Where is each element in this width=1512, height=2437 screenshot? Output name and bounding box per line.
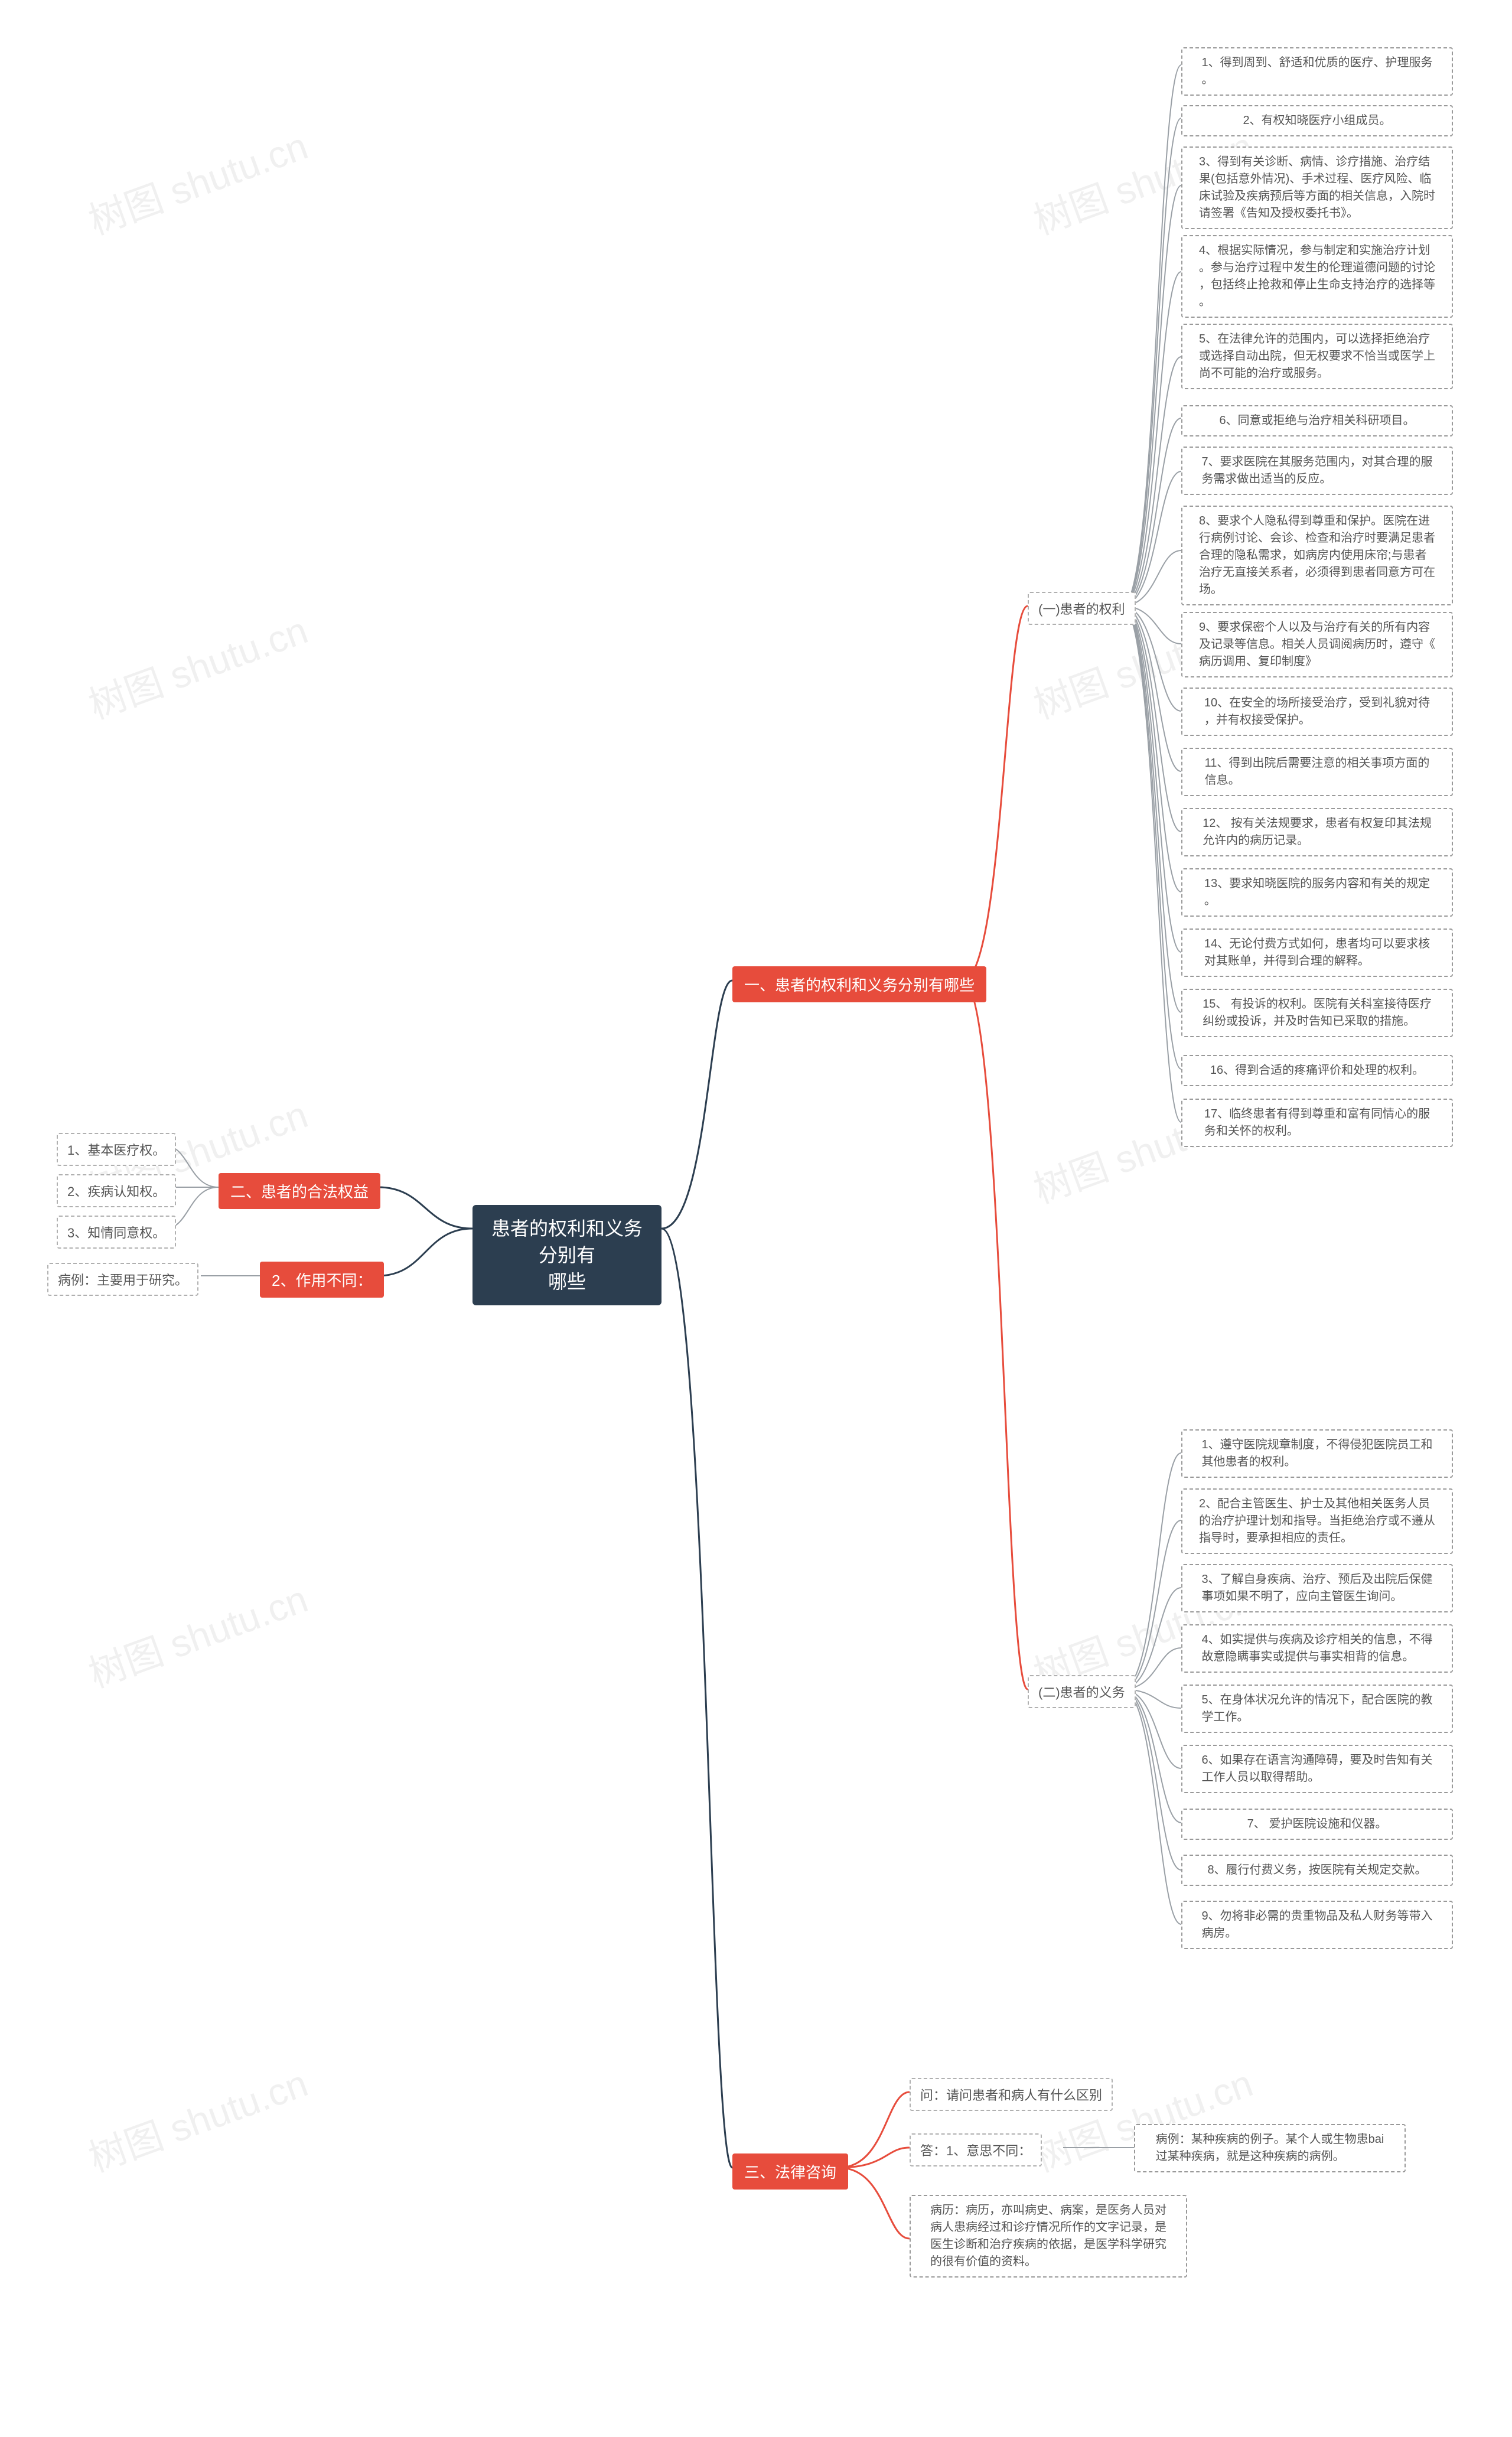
- leaf-node: 16、得到合适的疼痛评价和处理的权利。: [1181, 1055, 1453, 1086]
- leaf-node: 11、得到出院后需要注意的相关事项方面的信息。: [1181, 748, 1453, 796]
- leaf-node: 2、配合主管医生、护士及其他相关医务人员的治疗护理计划和指导。当拒绝治疗或不遵从…: [1181, 1488, 1453, 1554]
- leaf-node: 3、知情同意权。: [57, 1216, 176, 1249]
- leaf-node: 3、了解自身疾病、治疗、预后及出院后保健事项如果不明了，应向主管医生询问。: [1181, 1564, 1453, 1612]
- leaf-node: 1、基本医疗权。: [57, 1133, 176, 1166]
- root-node: 患者的权利和义务分别有哪些: [472, 1205, 662, 1305]
- leaf-node: 15、 有投诉的权利。医院有关科室接待医疗纠纷或投诉，并及时告知已采取的措施。: [1181, 989, 1453, 1037]
- leaf-node: 8、履行付费义务，按医院有关规定交款。: [1181, 1855, 1453, 1886]
- leaf-node: 3、得到有关诊断、病情、诊疗措施、治疗结果(包括意外情况)、手术过程、医疗风险、…: [1181, 146, 1453, 229]
- leaf-node: 5、在身体状况允许的情况下，配合医院的教学工作。: [1181, 1685, 1453, 1733]
- leaf-node: 4、如实提供与疾病及诊疗相关的信息，不得故意隐瞒事实或提供与事实相背的信息。: [1181, 1624, 1453, 1673]
- leaf-node: 7、 爱护医院设施和仪器。: [1181, 1809, 1453, 1840]
- leaf-node: 13、要求知晓医院的服务内容和有关的规定。: [1181, 868, 1453, 917]
- leaf-node: 12、 按有关法规要求，患者有权复印其法规允许内的病历记录。: [1181, 808, 1453, 856]
- subsection-node: (一)患者的权利: [1028, 592, 1136, 625]
- leaf-node: 14、无论付费方式如何，患者均可以要求核对其账单，并得到合理的解释。: [1181, 928, 1453, 977]
- leaf-node: 9、要求保密个人以及与治疗有关的所有内容及记录等信息。相关人员调阅病历时，遵守《…: [1181, 612, 1453, 677]
- leaf-node: 问：请问患者和病人有什么区别: [910, 2078, 1113, 2111]
- leaf-node: 6、如果存在语言沟通障碍，要及时告知有关工作人员以取得帮助。: [1181, 1745, 1453, 1793]
- leaf-node: 17、临终患者有得到尊重和富有同情心的服务和关怀的权利。: [1181, 1099, 1453, 1147]
- leaf-node: 1、遵守医院规章制度，不得侵犯医院员工和其他患者的权利。: [1181, 1429, 1453, 1478]
- leaf-node: 2、疾病认知权。: [57, 1174, 176, 1207]
- leaf-node: 病例：主要用于研究。: [47, 1263, 198, 1296]
- subsection-node: 答：1、意思不同：: [910, 2133, 1042, 2166]
- watermark: 树图 shutu.cn: [80, 2053, 314, 2182]
- leaf-node: 2、有权知晓医疗小组成员。: [1181, 105, 1453, 136]
- leaf-node: 6、同意或拒绝与治疗相关科研项目。: [1181, 405, 1453, 436]
- branch-node: 三、法律咨询: [732, 2153, 848, 2190]
- leaf-node: 1、得到周到、舒适和优质的医疗、护理服务。: [1181, 47, 1453, 96]
- watermark: 树图 shutu.cn: [80, 116, 314, 245]
- leaf-node: 7、要求医院在其服务范围内，对其合理的服务需求做出适当的反应。: [1181, 447, 1453, 495]
- branch-node: 二、患者的合法权益: [219, 1173, 380, 1209]
- branch-node: 2、作用不同：: [260, 1262, 384, 1298]
- subsection-node: (二)患者的义务: [1028, 1675, 1136, 1708]
- watermark: 树图 shutu.cn: [80, 1569, 314, 1698]
- leaf-node: 8、要求个人隐私得到尊重和保护。医院在进行病例讨论、会诊、检查和治疗时要满足患者…: [1181, 506, 1453, 605]
- branch-node: 一、患者的权利和义务分别有哪些: [732, 966, 986, 1002]
- leaf-node: 病例：某种疾病的例子。某个人或生物患bai过某种疾病，就是这种疾病的病例。: [1134, 2124, 1406, 2172]
- leaf-node: 病历：病历，亦叫病史、病案，是医务人员对病人患病经过和诊疗情况所作的文字记录，是…: [910, 2195, 1187, 2278]
- watermark: 树图 shutu.cn: [80, 600, 314, 729]
- leaf-node: 9、勿将非必需的贵重物品及私人财务等带入病房。: [1181, 1901, 1453, 1949]
- leaf-node: 10、在安全的场所接受治疗，受到礼貌对待，并有权接受保护。: [1181, 688, 1453, 736]
- leaf-node: 4、根据实际情况，参与制定和实施治疗计划。参与治疗过程中发生的伦理道德问题的讨论…: [1181, 235, 1453, 318]
- leaf-node: 5、在法律允许的范围内，可以选择拒绝治疗或选择自动出院，但无权要求不恰当或医学上…: [1181, 324, 1453, 389]
